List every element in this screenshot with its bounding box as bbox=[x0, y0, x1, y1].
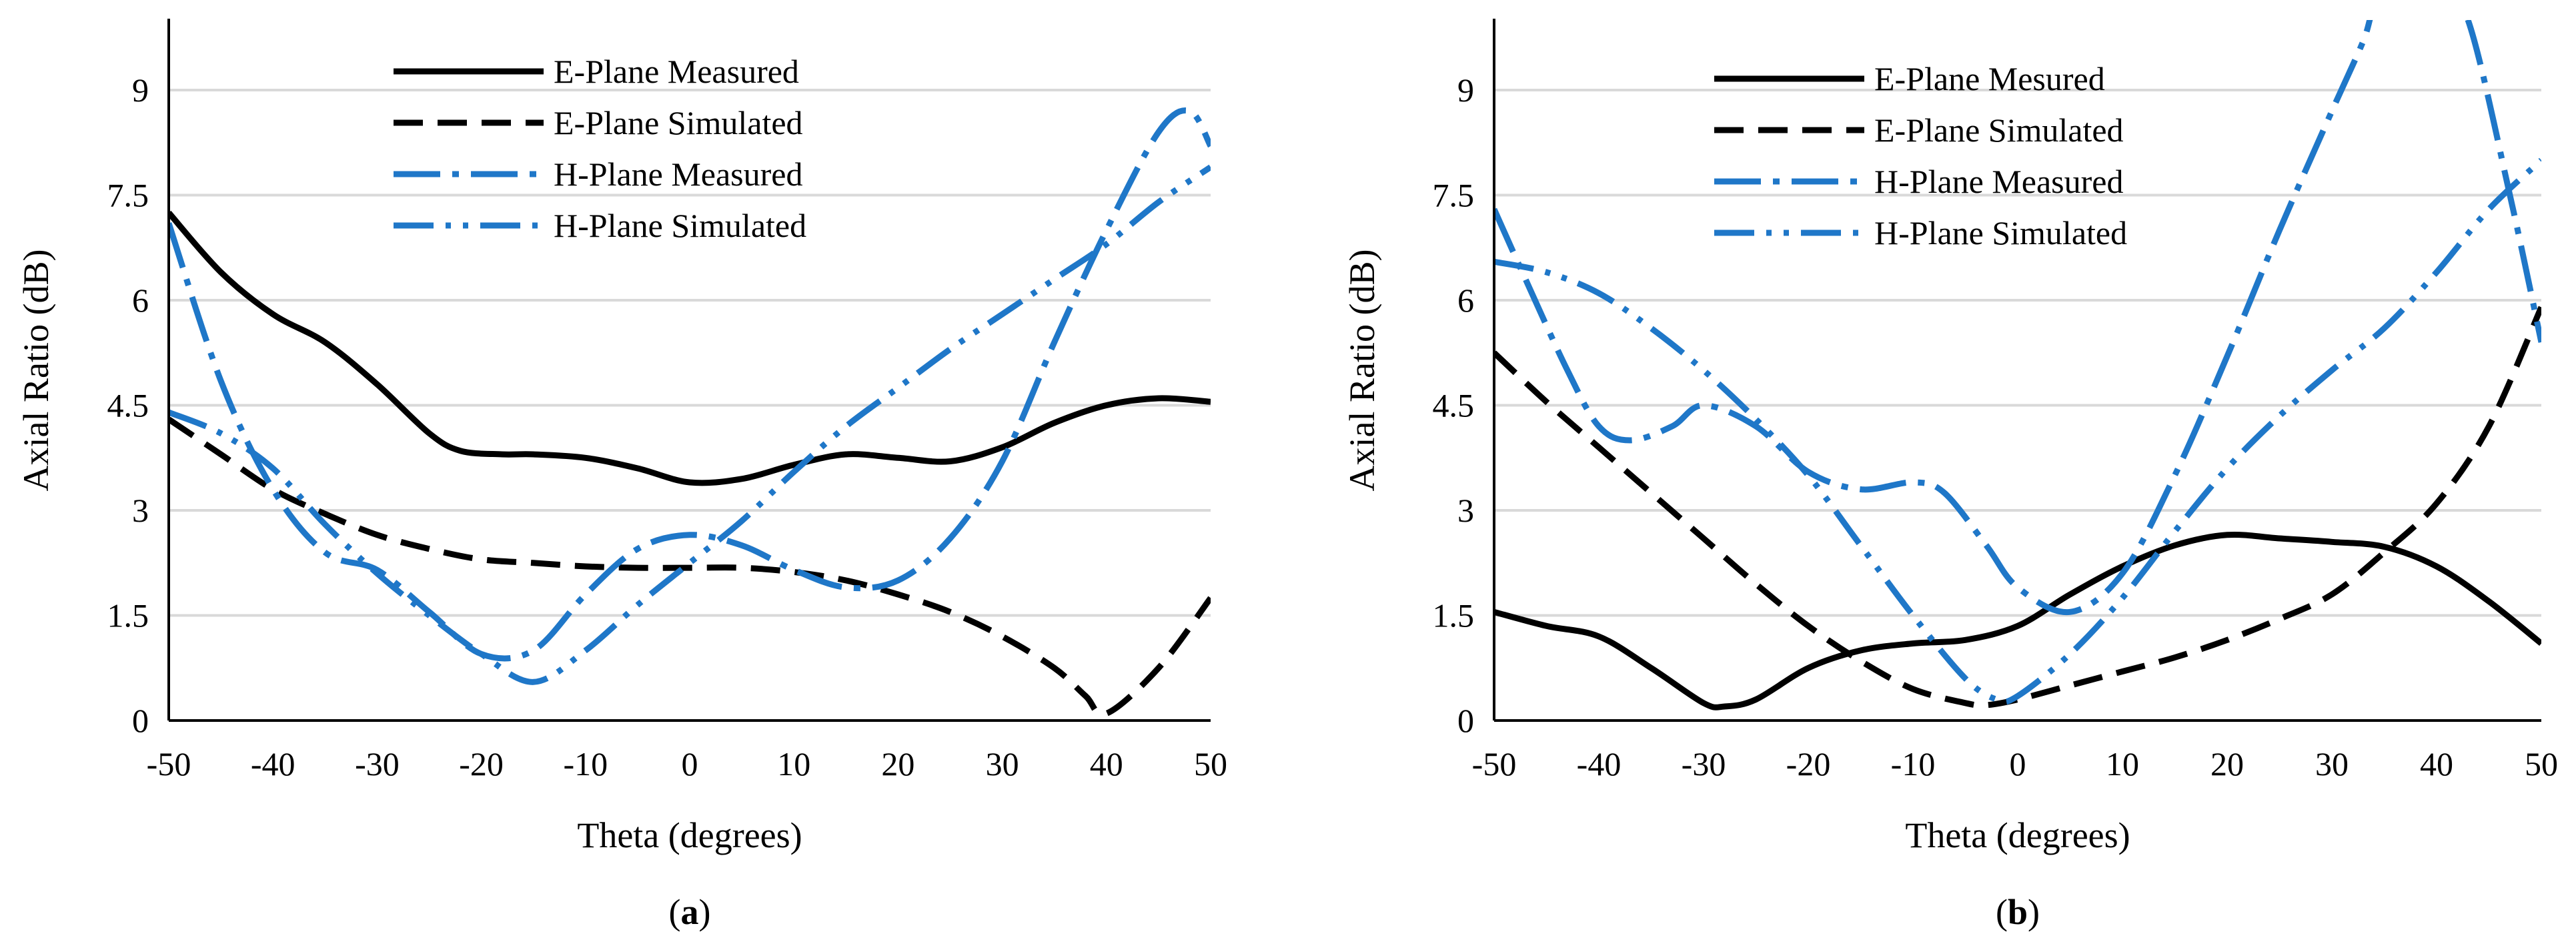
y-tick-label-a-6: 9 bbox=[132, 71, 149, 109]
x-tick-label-a-2: -30 bbox=[355, 745, 400, 783]
y-tick-label-a-4: 6 bbox=[132, 282, 149, 319]
series-line-b-e-plane-mesured bbox=[1494, 531, 2541, 710]
panel-label-b: (b) bbox=[1996, 892, 2040, 932]
x-tick-label-a-0: -50 bbox=[147, 745, 191, 783]
y-tick-label-a-3: 4.5 bbox=[107, 387, 149, 424]
chart-panel-a: 01.534.567.59-50 -40 -30 -20 -10 0 10 20 30 40 50 … bbox=[16, 19, 1227, 932]
x-tick-label-b-9: 40 bbox=[2420, 745, 2453, 783]
y-tick-label-b-2: 3 bbox=[1457, 492, 1474, 529]
y-tick-label-b-3: 4.5 bbox=[1433, 387, 1475, 424]
legend-label-a-3: H-Plane Simulated bbox=[554, 207, 806, 244]
legend-label-a-2: H-Plane Measured bbox=[554, 155, 803, 193]
x-tick-label-b-10: 50 bbox=[2525, 745, 2558, 783]
legend-label-a-0: E-Plane Measured bbox=[554, 53, 799, 90]
panel-letter-a: a bbox=[681, 892, 699, 932]
series-line-a-e-plane-simulated bbox=[169, 416, 1211, 718]
x-tick-label-b-3: -20 bbox=[1786, 745, 1831, 783]
y-tick-label-a-1: 1.5 bbox=[107, 597, 149, 634]
x-tick-label-a-8: 30 bbox=[986, 745, 1019, 783]
series-line-a-h-plane-simulated bbox=[169, 164, 1211, 685]
axes-b bbox=[1493, 19, 2541, 722]
x-tick-label-b-1: -40 bbox=[1577, 745, 1622, 783]
chart-panel-b: 01.534.567.59-50 -40 -30 -20 -10 0 10 20 30 40 50 … bbox=[1342, 19, 2559, 932]
legend-label-a-1: E-Plane Simulated bbox=[554, 104, 803, 141]
grid-lines-a bbox=[169, 89, 1211, 617]
series-line-b-e-plane-simulated bbox=[1494, 306, 2541, 708]
x-tick-label-a-9: 40 bbox=[1090, 745, 1123, 783]
x-tick-label-a-10: 50 bbox=[1194, 745, 1227, 783]
series-line-a-e-plane-measured bbox=[169, 210, 1211, 486]
x-tick-label-b-7: 20 bbox=[2210, 745, 2244, 783]
x-tick-label-a-4: -10 bbox=[563, 745, 608, 783]
x-axis-label-b: Theta (degrees) bbox=[1905, 815, 2130, 855]
y-axis-label-b: Axial Ratio (dB) bbox=[1342, 250, 1382, 492]
x-tick-label-a-5: 0 bbox=[682, 745, 698, 783]
legend-label-b-0: E-Plane Mesured bbox=[1874, 60, 2105, 97]
y-tick-label-a-2: 3 bbox=[132, 492, 149, 529]
y-tick-label-b-0: 0 bbox=[1457, 702, 1474, 739]
legend-label-b-3: H-Plane Simulated bbox=[1874, 214, 2127, 252]
x-tick-label-a-1: -40 bbox=[251, 745, 295, 783]
x-tick-label-a-3: -20 bbox=[459, 745, 504, 783]
series-group-a bbox=[169, 107, 1211, 718]
x-tick-label-a-6: 10 bbox=[777, 745, 810, 783]
tick-labels-b: 0 1.5 3 4.5 6 7.5 9 -50 -40 -30 -20 -10 0 10 20 30 40 50 bbox=[1433, 71, 2559, 783]
x-tick-label-b-0: -50 bbox=[1472, 745, 1517, 783]
legend-a: E-Plane Measured E-Plane Simulated H-Plane… bbox=[394, 53, 806, 244]
x-tick-label-b-5: 0 bbox=[2010, 745, 2026, 783]
axes-a bbox=[167, 19, 1211, 722]
x-tick-label-b-6: 10 bbox=[2106, 745, 2139, 783]
legend-label-b-2: H-Plane Measured bbox=[1874, 163, 2124, 200]
panel-letter-b: b bbox=[2008, 892, 2028, 932]
y-axis-label-a: Axial Ratio (dB) bbox=[16, 250, 56, 492]
legend-b: E-Plane Mesured E-Plane Simulated H-Plane … bbox=[1714, 60, 2127, 252]
y-tick-label-b-4: 6 bbox=[1457, 282, 1474, 319]
y-tick-label-a-5: 7.5 bbox=[107, 177, 149, 214]
x-tick-label-b-8: 30 bbox=[2315, 745, 2349, 783]
tick-labels-a: 0 1.5 3 4.5 6 7.5 9 -50 -40 -30 -20 -10 0 10 20 30 40 50 bbox=[107, 71, 1228, 783]
panel-label-a: (a) bbox=[669, 892, 711, 932]
legend-label-b-1: E-Plane Simulated bbox=[1874, 111, 2124, 149]
series-line-b-h-plane-simulated bbox=[1494, 157, 2541, 705]
x-axis-label-a: Theta (degrees) bbox=[577, 815, 802, 855]
y-tick-label-b-5: 7.5 bbox=[1433, 177, 1475, 214]
x-tick-label-b-4: -10 bbox=[1891, 745, 1936, 783]
y-tick-label-b-1: 1.5 bbox=[1433, 597, 1475, 634]
x-tick-label-a-7: 20 bbox=[881, 745, 914, 783]
series-group-b bbox=[1494, 20, 2541, 710]
x-tick-label-b-2: -30 bbox=[1682, 745, 1726, 783]
y-tick-label-a-0: 0 bbox=[132, 702, 149, 739]
y-tick-label-b-6: 9 bbox=[1457, 71, 1474, 109]
series-line-b-h-plane-measured bbox=[1494, 20, 2541, 616]
